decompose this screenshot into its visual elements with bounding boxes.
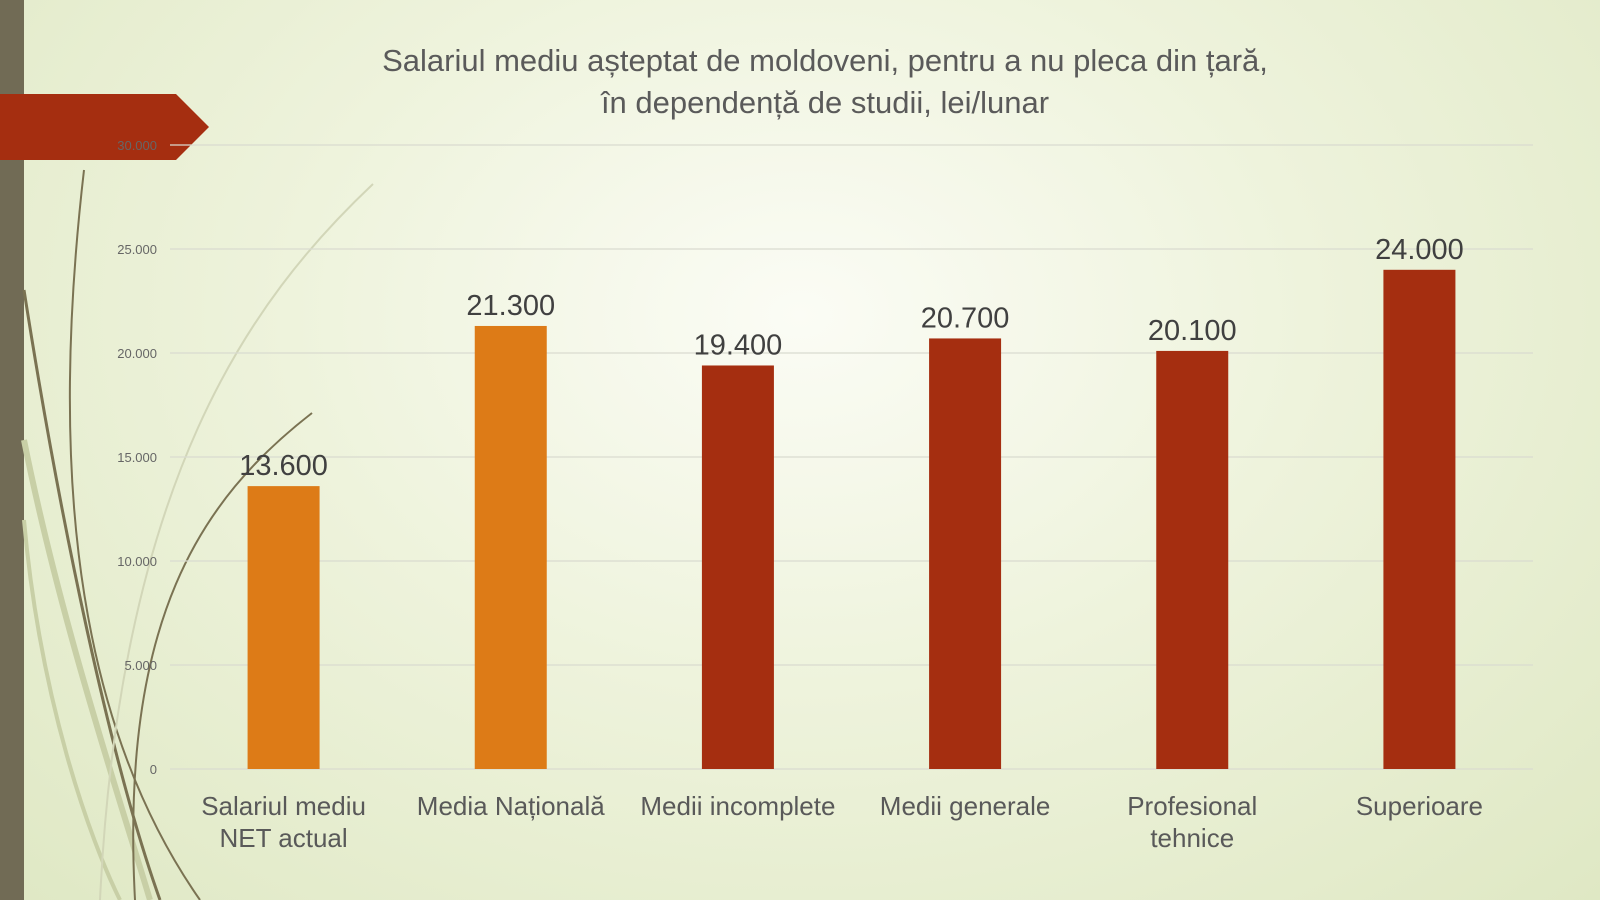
y-tick-label: 5.000	[124, 658, 157, 673]
y-tick-label: 25.000	[117, 242, 157, 257]
data-label: 20.700	[921, 302, 1010, 334]
category-label: Medii incomplete	[640, 791, 835, 821]
category-label: tehnice	[1150, 823, 1234, 853]
category-label: Media Națională	[417, 791, 605, 821]
data-label: 20.100	[1148, 315, 1237, 347]
data-label: 13.600	[239, 450, 328, 482]
bar	[1156, 350, 1229, 769]
category-label: Medii generale	[880, 791, 1051, 821]
bar	[1383, 269, 1456, 769]
chart-title-line-2: în dependență de studii, lei/lunar	[600, 85, 1050, 120]
category-label: Profesional	[1127, 791, 1257, 821]
data-label: 21.300	[466, 290, 555, 322]
bar	[929, 338, 1002, 769]
data-label: 19.400	[694, 329, 783, 361]
y-tick-label: 30.000	[117, 138, 157, 153]
title-flag-shape	[0, 94, 209, 160]
y-tick-label: 15.000	[117, 450, 157, 465]
y-tick-label: 0	[150, 762, 157, 777]
y-tick-label: 10.000	[117, 554, 157, 569]
category-label: NET actual	[220, 823, 348, 853]
chart-title: Salariul mediu așteptat de moldoveni, pe…	[200, 40, 1450, 124]
data-label: 24.000	[1375, 234, 1464, 266]
bar	[474, 325, 547, 769]
bar	[701, 365, 774, 769]
category-label: Salariul mediu	[201, 791, 366, 821]
bar	[247, 486, 320, 769]
category-label: Superioare	[1356, 791, 1483, 821]
chart-title-line-1: Salariul mediu așteptat de moldoveni, pe…	[382, 43, 1268, 78]
y-tick-label: 20.000	[117, 346, 157, 361]
